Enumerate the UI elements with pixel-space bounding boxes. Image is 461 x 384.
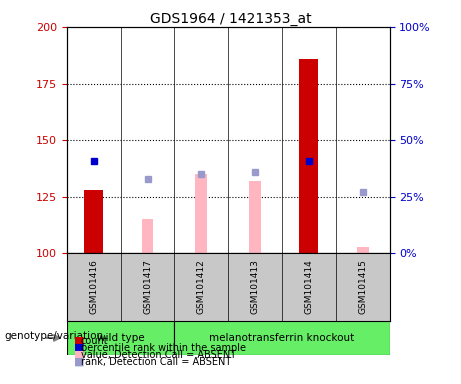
Text: GSM101415: GSM101415	[358, 260, 367, 314]
Bar	[67, 321, 174, 355]
Text: wild type: wild type	[97, 333, 144, 343]
Text: count: count	[81, 336, 108, 346]
Text: ■: ■	[74, 350, 84, 360]
Text: melanotransferrin knockout: melanotransferrin knockout	[209, 333, 355, 343]
Bar	[357, 247, 369, 253]
Text: GSM101412: GSM101412	[197, 260, 206, 314]
Bar	[142, 220, 154, 253]
Text: GSM101414: GSM101414	[304, 260, 313, 314]
Text: GSM101417: GSM101417	[143, 260, 152, 314]
Text: ■: ■	[74, 336, 84, 346]
Text: genotype/variation: genotype/variation	[5, 331, 104, 341]
Bar	[300, 59, 318, 253]
Text: GSM101413: GSM101413	[251, 260, 260, 314]
Text: GSM101416: GSM101416	[89, 260, 98, 314]
Text: rank, Detection Call = ABSENT: rank, Detection Call = ABSENT	[81, 357, 231, 367]
Text: ■: ■	[74, 343, 84, 353]
Text: percentile rank within the sample: percentile rank within the sample	[81, 343, 246, 353]
Bar	[249, 181, 261, 253]
Text: GDS1964 / 1421353_at: GDS1964 / 1421353_at	[150, 12, 311, 25]
Bar	[84, 190, 103, 253]
Bar	[195, 174, 207, 253]
Text: ■: ■	[74, 357, 84, 367]
Text: value, Detection Call = ABSENT: value, Detection Call = ABSENT	[81, 350, 236, 360]
Bar	[174, 321, 390, 355]
